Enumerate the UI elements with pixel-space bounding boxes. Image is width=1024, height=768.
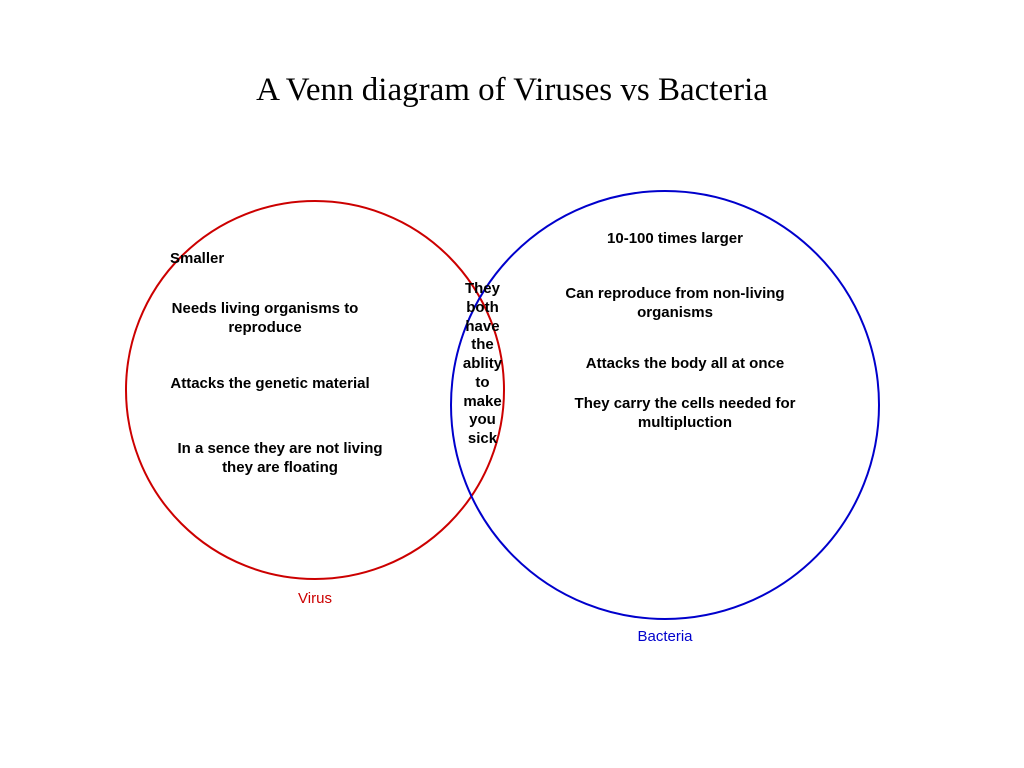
page-title: A Venn diagram of Viruses vs Bacteria <box>0 72 1024 109</box>
venn-left-item: Smaller <box>170 250 340 269</box>
venn-right-item: Can reproduce from non-living organisms <box>530 285 820 323</box>
venn-left-item: In a sence they are not living they are … <box>175 440 385 478</box>
venn-right-item: They carry the cells needed for multiplu… <box>535 395 835 433</box>
venn-diagram: Smaller Needs living organisms to reprod… <box>95 180 925 700</box>
venn-right-item: 10-100 times larger <box>545 230 805 249</box>
venn-overlap-text: They both have the ablity to make you si… <box>455 280 510 449</box>
venn-left-item: Needs living organisms to reproduce <box>150 300 380 338</box>
venn-right-item: Attacks the body all at once <box>545 355 825 374</box>
venn-right-label: Bacteria <box>610 628 720 645</box>
venn-left-item: Attacks the genetic material <box>150 375 390 394</box>
venn-left-label: Virus <box>270 590 360 607</box>
